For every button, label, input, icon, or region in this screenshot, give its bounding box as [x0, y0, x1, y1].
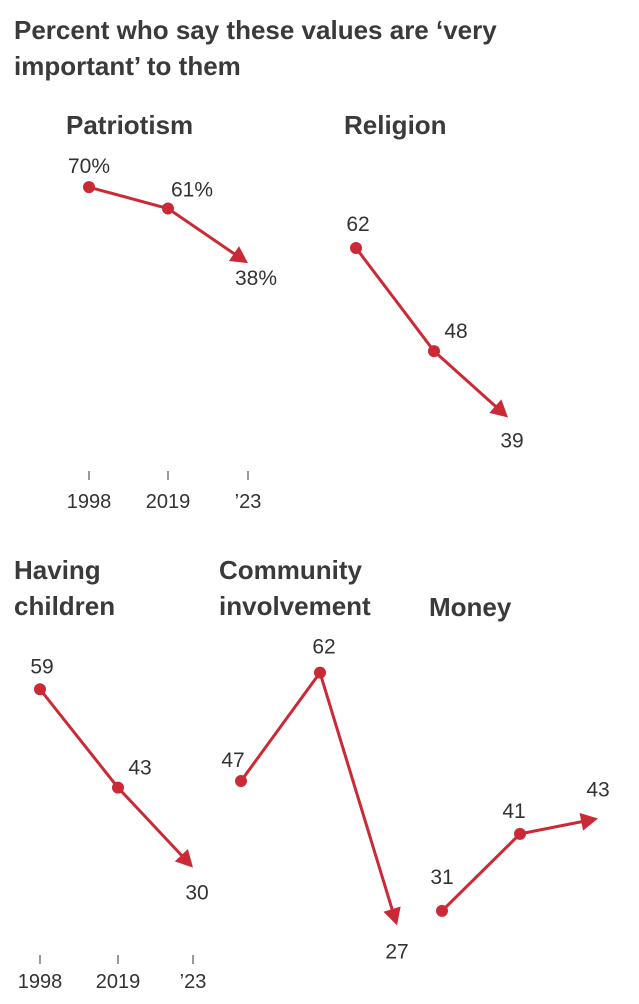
data-label: 38% [235, 267, 277, 290]
arrow-head [579, 812, 598, 831]
panel-title-money: Money [429, 592, 512, 622]
panel-title-religion: Religion [344, 110, 447, 140]
data-label: 27 [385, 940, 408, 963]
chart-title: Percent who say these values are ‘very i… [14, 15, 497, 81]
x-tick-label: 2019 [96, 971, 141, 993]
data-label: 70% [68, 155, 110, 178]
data-label: 41 [502, 800, 525, 823]
data-label: 62 [312, 636, 335, 659]
panel-title-line: involvement [219, 591, 371, 621]
series-line [38, 687, 185, 859]
panel-title-community-involvement: Community involvement [219, 552, 371, 624]
panel-title-line: children [14, 591, 116, 621]
x-tick-label: ’23 [235, 491, 262, 513]
data-label: 31 [430, 866, 453, 889]
data-point [34, 683, 46, 696]
data-label: 61% [171, 179, 213, 202]
arrow-head [228, 246, 248, 264]
data-point [314, 666, 326, 679]
data-label: 30 [185, 882, 208, 905]
x-tick-label: ’23 [180, 971, 207, 993]
panel-title-line: Community [219, 555, 362, 585]
x-tick-label: 1998 [18, 971, 63, 993]
x-tick-label: 1998 [67, 491, 112, 513]
x-tick-label: 2019 [146, 491, 191, 513]
data-point [514, 827, 526, 840]
data-point [83, 181, 95, 194]
data-point [112, 781, 124, 794]
data-label: 47 [221, 749, 244, 772]
data-point [436, 904, 448, 917]
data-label: 39 [500, 429, 523, 452]
series-line [239, 671, 395, 913]
arrow-head [489, 399, 508, 418]
data-point [235, 774, 247, 787]
panel-title-line: Having [14, 555, 101, 585]
data-label: 48 [444, 320, 467, 343]
data-point [350, 241, 362, 254]
data-point [428, 345, 440, 358]
series-line [87, 185, 238, 257]
arrow-head [383, 906, 401, 926]
data-label: 62 [346, 213, 369, 236]
data-label: 43 [128, 757, 151, 780]
data-label: 43 [586, 779, 609, 802]
panel-title-patriotism: Patriotism [66, 110, 194, 140]
arrow-head [174, 849, 193, 868]
series-line [440, 819, 585, 913]
data-label: 59 [30, 655, 53, 678]
data-point [162, 202, 174, 215]
panel-title-having-children: Having children [14, 552, 115, 624]
series-line [354, 246, 499, 409]
